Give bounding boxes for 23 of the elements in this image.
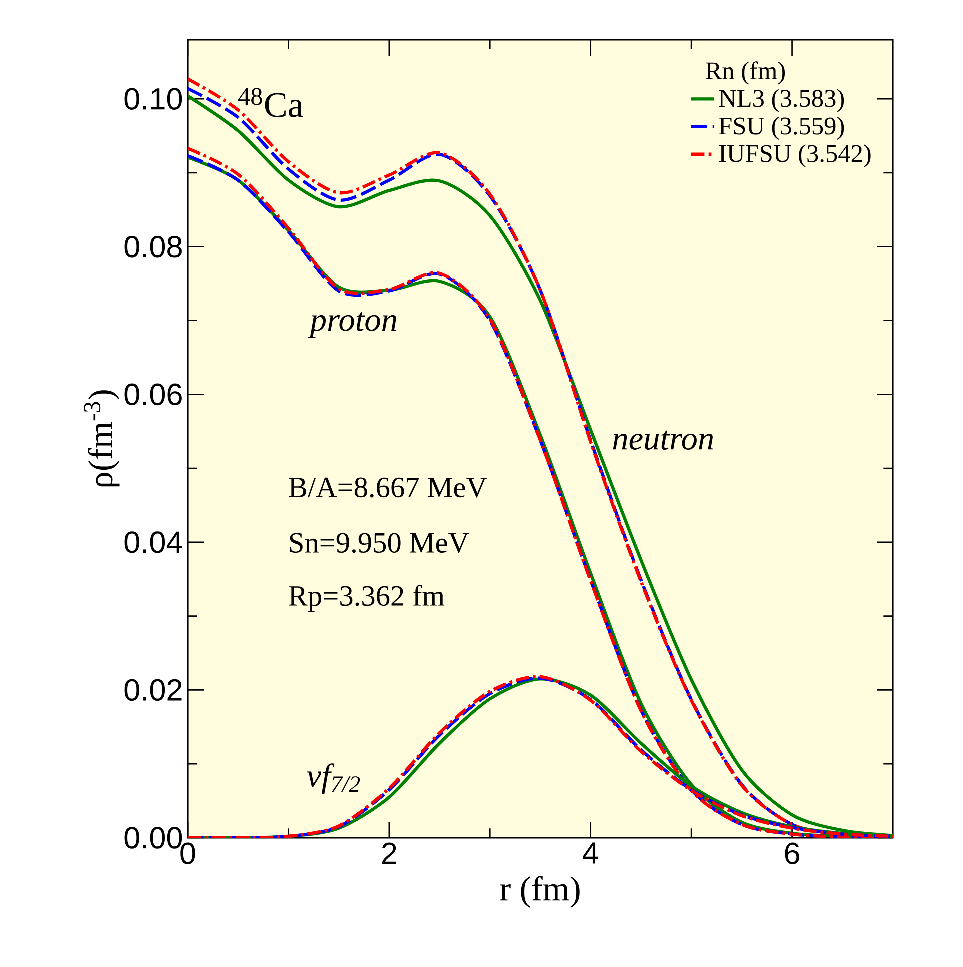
legend-label: IUFSU (3.542) <box>719 144 871 168</box>
annotation: Sn=9.950 MeV <box>290 533 470 554</box>
x-axis-title: r (fm) <box>500 876 580 908</box>
legend-label: NL3 (3.583) <box>719 89 844 112</box>
annotation: νf$_{7/2}$ <box>307 764 360 794</box>
x-tick-label: 6 <box>785 842 800 864</box>
annotation: B/A=8.667 MeV <box>289 478 488 498</box>
annotation: Rp=3.362 fm <box>289 585 445 612</box>
annotation: neutron <box>613 430 714 450</box>
legend-label: FSU (3.559) <box>719 116 844 140</box>
x-tick-label: 4 <box>583 842 598 864</box>
y-tick-label: 0.02 <box>124 679 182 702</box>
annotation: $^{48}$Ca <box>238 88 304 118</box>
y-tick-label: 0.08 <box>124 236 182 258</box>
x-tick-label: 2 <box>382 842 396 864</box>
y-axis-title: ρ(fm$^{-3}$) <box>84 390 120 487</box>
x-tick-label: 0 <box>180 842 196 864</box>
y-tick-label: 0.00 <box>124 827 182 849</box>
y-tick-label: 0.06 <box>124 384 182 406</box>
annotation: proton <box>308 312 397 338</box>
legend-title: Rn (fm) <box>706 62 786 85</box>
y-tick-label: 0.04 <box>124 532 182 554</box>
y-tick-label: 0.10 <box>124 88 182 110</box>
